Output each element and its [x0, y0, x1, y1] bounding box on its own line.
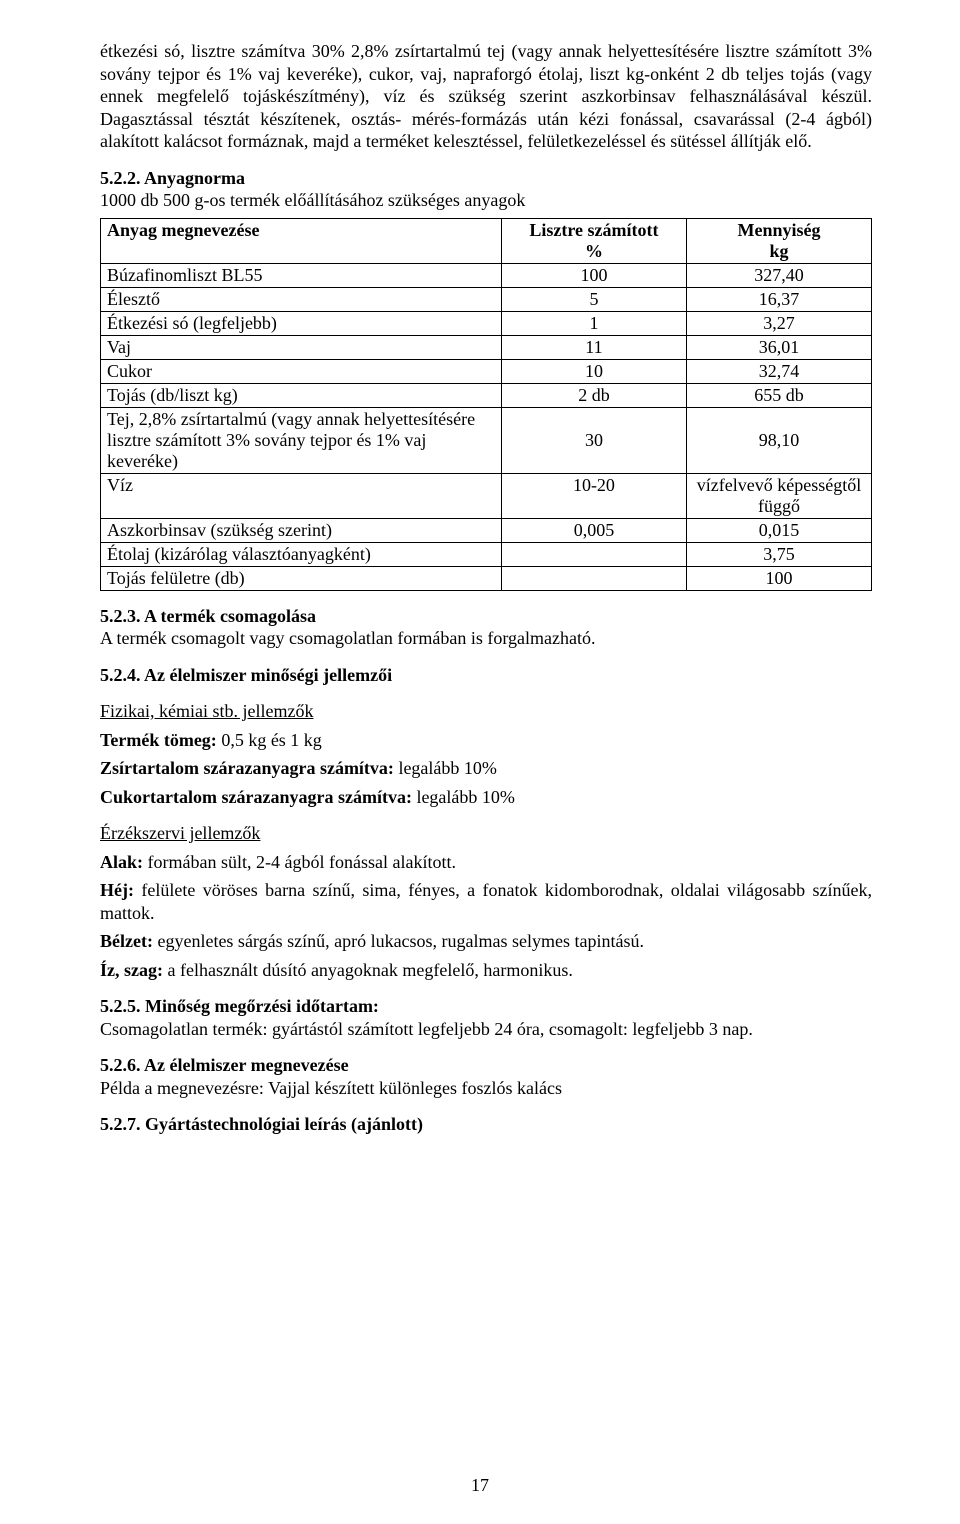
header-qty: Mennyiség kg	[686, 218, 871, 263]
table-row: Élesztő 5 16,37	[101, 287, 872, 311]
sens-belzet-value: egyenletes sárgás színű, apró lukacsos, …	[157, 931, 644, 951]
document-page: étkezési só, lisztre számítva 30% 2,8% z…	[0, 0, 960, 1524]
cell-pct	[501, 566, 686, 590]
phys-l1-label: Termék tömeg:	[100, 730, 221, 750]
cell-qty: 32,74	[686, 359, 871, 383]
cell-name: Tojás felületre (db)	[101, 566, 502, 590]
cell-name: Tojás (db/liszt kg)	[101, 383, 502, 407]
cell-name: Cukor	[101, 359, 502, 383]
sens-alak-value: formában sült, 2-4 ágból fonással alakít…	[148, 852, 456, 872]
sens-iz-label: Íz, szag:	[100, 960, 167, 980]
sens-belzet-label: Bélzet:	[100, 931, 157, 951]
cell-name: Étkezési só (legfeljebb)	[101, 311, 502, 335]
sens-iz: Íz, szag: a felhasznált dúsító anyagokna…	[100, 959, 872, 982]
table-row: Tej, 2,8% zsírtartalmú (vagy annak helye…	[101, 407, 872, 473]
cell-name: Tej, 2,8% zsírtartalmú (vagy annak helye…	[101, 407, 502, 473]
physical-heading: Fizikai, kémiai stb. jellemzők	[100, 700, 872, 723]
table-row: Étkezési só (legfeljebb) 1 3,27	[101, 311, 872, 335]
cell-qty: 100	[686, 566, 871, 590]
section-525-title: 5.2.5. Minőség megőrzési időtartam:	[100, 995, 872, 1018]
cell-qty: 0,015	[686, 518, 871, 542]
table-row: Búzafinomliszt BL55 100 327,40	[101, 263, 872, 287]
cell-pct: 10	[501, 359, 686, 383]
table-row: Aszkorbinsav (szükség szerint) 0,005 0,0…	[101, 518, 872, 542]
sens-hej-value: felülete vöröses barna színű, sima, fény…	[100, 880, 872, 923]
section-522-subtitle: 1000 db 500 g-os termék előállításához s…	[100, 189, 872, 212]
cell-qty: vízfelvevő képességtől függő	[686, 473, 871, 518]
section-523-text: A termék csomagolt vagy csomagolatlan fo…	[100, 627, 872, 650]
section-524-title: 5.2.4. Az élelmiszer minőségi jellemzői	[100, 664, 872, 687]
phys-l3-label: Cukortartalom szárazanyagra számítva:	[100, 787, 416, 807]
cell-pct: 10-20	[501, 473, 686, 518]
cell-name: Élesztő	[101, 287, 502, 311]
phys-l2-value: legalább 10%	[398, 758, 496, 778]
phys-line-1: Termék tömeg: 0,5 kg és 1 kg	[100, 729, 872, 752]
cell-qty: 98,10	[686, 407, 871, 473]
phys-l2-label: Zsírtartalom szárazanyagra számítva:	[100, 758, 398, 778]
physical-heading-text: Fizikai, kémiai stb. jellemzők	[100, 701, 313, 721]
cell-qty: 36,01	[686, 335, 871, 359]
section-523-title: 5.2.3. A termék csomagolása	[100, 605, 872, 628]
phys-line-3: Cukortartalom szárazanyagra számítva: le…	[100, 786, 872, 809]
header-pct: Lisztre számított %	[501, 218, 686, 263]
cell-pct	[501, 542, 686, 566]
sens-alak-label: Alak:	[100, 852, 148, 872]
section-527-title: 5.2.7. Gyártástechnológiai leírás (ajánl…	[100, 1113, 872, 1136]
sens-iz-value: a felhasznált dúsító anyagoknak megfelel…	[167, 960, 572, 980]
table-header-row: Anyag megnevezése Lisztre számított % Me…	[101, 218, 872, 263]
table-row: Tojás felületre (db) 100	[101, 566, 872, 590]
section-522-title: 5.2.2. Anyagnorma	[100, 167, 872, 190]
section-525-text: Csomagolatlan termék: gyártástól számíto…	[100, 1018, 872, 1041]
section-526-title: 5.2.6. Az élelmiszer megnevezése	[100, 1054, 872, 1077]
sens-hej-label: Héj:	[100, 880, 141, 900]
cell-name: Étolaj (kizárólag választóanyagként)	[101, 542, 502, 566]
cell-qty: 3,27	[686, 311, 871, 335]
cell-qty: 327,40	[686, 263, 871, 287]
table-row: Étolaj (kizárólag választóanyagként) 3,7…	[101, 542, 872, 566]
sensory-heading-text: Érzékszervi jellemzők	[100, 823, 260, 843]
sens-belzet: Bélzet: egyenletes sárgás színű, apró lu…	[100, 930, 872, 953]
cell-name: Búzafinomliszt BL55	[101, 263, 502, 287]
header-qty-line1: Mennyiség	[737, 220, 820, 240]
cell-pct: 5	[501, 287, 686, 311]
cell-pct: 1	[501, 311, 686, 335]
page-number: 17	[0, 1475, 960, 1496]
phys-l1-value: 0,5 kg és 1 kg	[221, 730, 322, 750]
cell-qty: 16,37	[686, 287, 871, 311]
header-name: Anyag megnevezése	[101, 218, 502, 263]
cell-name: Aszkorbinsav (szükség szerint)	[101, 518, 502, 542]
cell-qty: 655 db	[686, 383, 871, 407]
cell-pct: 100	[501, 263, 686, 287]
cell-name: Vaj	[101, 335, 502, 359]
header-pct-line2: %	[585, 241, 603, 261]
table-row: Víz 10-20 vízfelvevő képességtől függő	[101, 473, 872, 518]
cell-qty: 3,75	[686, 542, 871, 566]
table-row: Tojás (db/liszt kg) 2 db 655 db	[101, 383, 872, 407]
section-526-text: Példa a megnevezésre: Vajjal készített k…	[100, 1077, 872, 1100]
phys-line-2: Zsírtartalom szárazanyagra számítva: leg…	[100, 757, 872, 780]
header-pct-line1: Lisztre számított	[529, 220, 658, 240]
sens-alak: Alak: formában sült, 2-4 ágból fonással …	[100, 851, 872, 874]
header-qty-line2: kg	[769, 241, 788, 261]
table-row: Cukor 10 32,74	[101, 359, 872, 383]
cell-pct: 30	[501, 407, 686, 473]
cell-pct: 2 db	[501, 383, 686, 407]
ingredients-table: Anyag megnevezése Lisztre számított % Me…	[100, 218, 872, 591]
intro-paragraph: étkezési só, lisztre számítva 30% 2,8% z…	[100, 40, 872, 153]
cell-name: Víz	[101, 473, 502, 518]
cell-pct: 11	[501, 335, 686, 359]
sens-hej: Héj: felülete vöröses barna színű, sima,…	[100, 879, 872, 924]
phys-l3-value: legalább 10%	[416, 787, 514, 807]
table-row: Vaj 11 36,01	[101, 335, 872, 359]
sensory-heading: Érzékszervi jellemzők	[100, 822, 872, 845]
cell-pct: 0,005	[501, 518, 686, 542]
